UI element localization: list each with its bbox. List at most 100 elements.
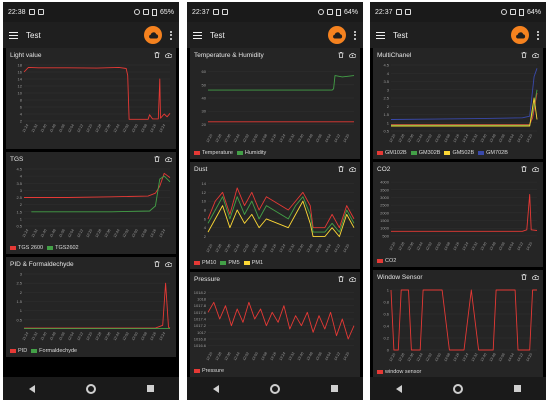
cloud-upload-icon[interactable]: [532, 52, 539, 58]
y-tick-label: 0.5: [16, 224, 22, 229]
phone-screen: 22:37 64% Test MultiChanel 4.5 4 3.5 3 2.5 2 1.5 1 0…: [370, 2, 546, 400]
cloud-sync-button[interactable]: [144, 26, 162, 44]
chart-title: Window Sensor: [377, 273, 423, 281]
more-options-icon[interactable]: [170, 30, 173, 40]
alarm-icon: [133, 9, 140, 15]
y-tick-label: 10: [18, 91, 23, 96]
cloud-upload-icon[interactable]: [165, 52, 172, 58]
legend-label: GM102B: [385, 150, 407, 156]
x-tick-label: 11:24: [22, 332, 30, 342]
x-tick-label: 14:20: [342, 134, 350, 144]
status-bar: 22:38 65%: [3, 2, 179, 22]
x-tick-label: 12:20: [205, 134, 213, 144]
x-tick-label: 12:44: [233, 352, 241, 362]
delete-icon[interactable]: [338, 276, 344, 282]
x-tick-label: 13:24: [278, 352, 286, 362]
more-options-icon[interactable]: [537, 30, 540, 40]
legend-label: Humidity: [244, 150, 267, 156]
x-tick-label: 11:48: [49, 332, 57, 342]
legend-item: Humidity: [236, 150, 267, 156]
more-options-icon[interactable]: [354, 30, 357, 40]
y-tick-label: 0.8: [383, 300, 389, 305]
back-icon[interactable]: [395, 384, 402, 393]
cloud-upload-icon[interactable]: [532, 274, 539, 280]
back-icon[interactable]: [28, 384, 35, 393]
y-tick-label: 2000: [380, 210, 390, 215]
status-time: 22:37: [192, 8, 210, 16]
x-tick-label: 11:48: [49, 229, 57, 239]
legend-swatch: [31, 349, 38, 353]
home-icon[interactable]: [85, 383, 96, 394]
cloud-upload-icon[interactable]: [349, 166, 356, 172]
delete-icon[interactable]: [521, 166, 527, 172]
delete-icon[interactable]: [338, 52, 344, 58]
x-tick-label: 12:44: [233, 134, 241, 144]
y-tick-label: 4: [387, 71, 390, 76]
cloud-upload-icon[interactable]: [165, 261, 172, 267]
x-tick-label: 11:40: [40, 332, 48, 342]
y-tick-label: 20: [202, 122, 207, 127]
x-tick-label: 13:48: [489, 242, 497, 252]
delete-icon[interactable]: [338, 166, 344, 172]
y-tick-label: 0: [387, 348, 390, 353]
y-tick-label: 6: [20, 105, 23, 110]
hamburger-menu-icon[interactable]: [376, 31, 385, 39]
x-tick-label: 11:32: [31, 124, 39, 134]
chart-title: TGS: [10, 155, 24, 163]
x-tick-label: 13:56: [498, 242, 506, 252]
cloud-upload-icon[interactable]: [349, 276, 356, 282]
recent-apps-icon[interactable]: [513, 385, 521, 392]
cloud-upload-icon[interactable]: [349, 52, 356, 58]
series-line: [207, 200, 355, 238]
x-tick-label: 13:32: [288, 244, 296, 254]
recent-apps-icon[interactable]: [146, 385, 154, 392]
delete-icon[interactable]: [154, 156, 160, 162]
series-line: [208, 75, 355, 91]
legend-swatch: [194, 261, 200, 265]
cloud-upload-icon[interactable]: [532, 166, 539, 172]
hamburger-menu-icon[interactable]: [9, 31, 18, 39]
signal-icon: [326, 9, 333, 15]
phone-screen: 22:37 64% Test Temperature & Humidity 60 50 40…: [187, 2, 363, 400]
y-tick-label: 2: [20, 290, 23, 295]
hamburger-menu-icon[interactable]: [193, 31, 202, 39]
home-icon[interactable]: [269, 383, 280, 394]
x-tick-label: 12:12: [76, 229, 84, 239]
battery-level: 65%: [159, 8, 174, 16]
cloud-upload-icon[interactable]: [165, 156, 172, 162]
x-tick-label: 12:52: [425, 134, 433, 144]
back-icon[interactable]: [212, 384, 219, 393]
x-tick-label: 13:24: [461, 242, 469, 252]
legend-label: Pressure: [202, 368, 225, 374]
x-tick-label: 13:16: [452, 242, 460, 252]
cloud-sync-button[interactable]: [328, 26, 346, 44]
chart-legend: TGS 2600 TGS2602: [10, 245, 79, 251]
chart-card-header: TGS: [6, 152, 176, 166]
legend-item: window sensor: [377, 369, 421, 375]
y-tick-label: 50: [202, 82, 207, 87]
chart-card-header: CO2: [373, 162, 543, 176]
home-icon[interactable]: [452, 383, 463, 394]
delete-icon[interactable]: [521, 274, 527, 280]
x-tick-label: 13:40: [480, 353, 488, 363]
series-line: [391, 89, 538, 126]
x-tick-label: 12:36: [224, 134, 232, 144]
x-tick-label: 13:08: [443, 353, 451, 363]
x-tick-label: 13:00: [251, 134, 259, 144]
chart-list: Temperature & Humidity 60 50 40 30 20 12:20 12:…: [187, 48, 363, 377]
delete-icon[interactable]: [154, 52, 160, 58]
x-tick-label: 12:20: [205, 244, 213, 254]
x-tick-label: 13:24: [461, 353, 469, 363]
y-tick-label: 3: [20, 272, 23, 277]
series-line: [390, 289, 537, 351]
delete-icon[interactable]: [521, 52, 527, 58]
delete-icon[interactable]: [154, 261, 160, 267]
chart-card-header: MultiChanel: [373, 48, 543, 62]
recent-apps-icon[interactable]: [330, 385, 338, 392]
cloud-sync-button[interactable]: [511, 26, 529, 44]
x-tick-label: 13:00: [434, 134, 442, 144]
x-tick-label: 12:52: [425, 242, 433, 252]
battery-icon: [335, 8, 341, 16]
line-chart: 4000 3500 3000 2500 2000 1500 1000 500 12:20 12:2…: [380, 180, 538, 252]
chart-list: MultiChanel 4.5 4 3.5 3 2.5 2 1.5 1 0.5 12:20 12:28…: [370, 48, 546, 378]
